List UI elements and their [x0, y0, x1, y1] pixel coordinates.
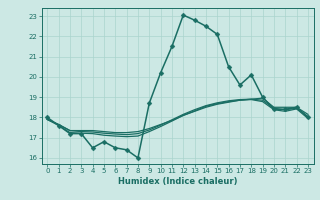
- X-axis label: Humidex (Indice chaleur): Humidex (Indice chaleur): [118, 177, 237, 186]
